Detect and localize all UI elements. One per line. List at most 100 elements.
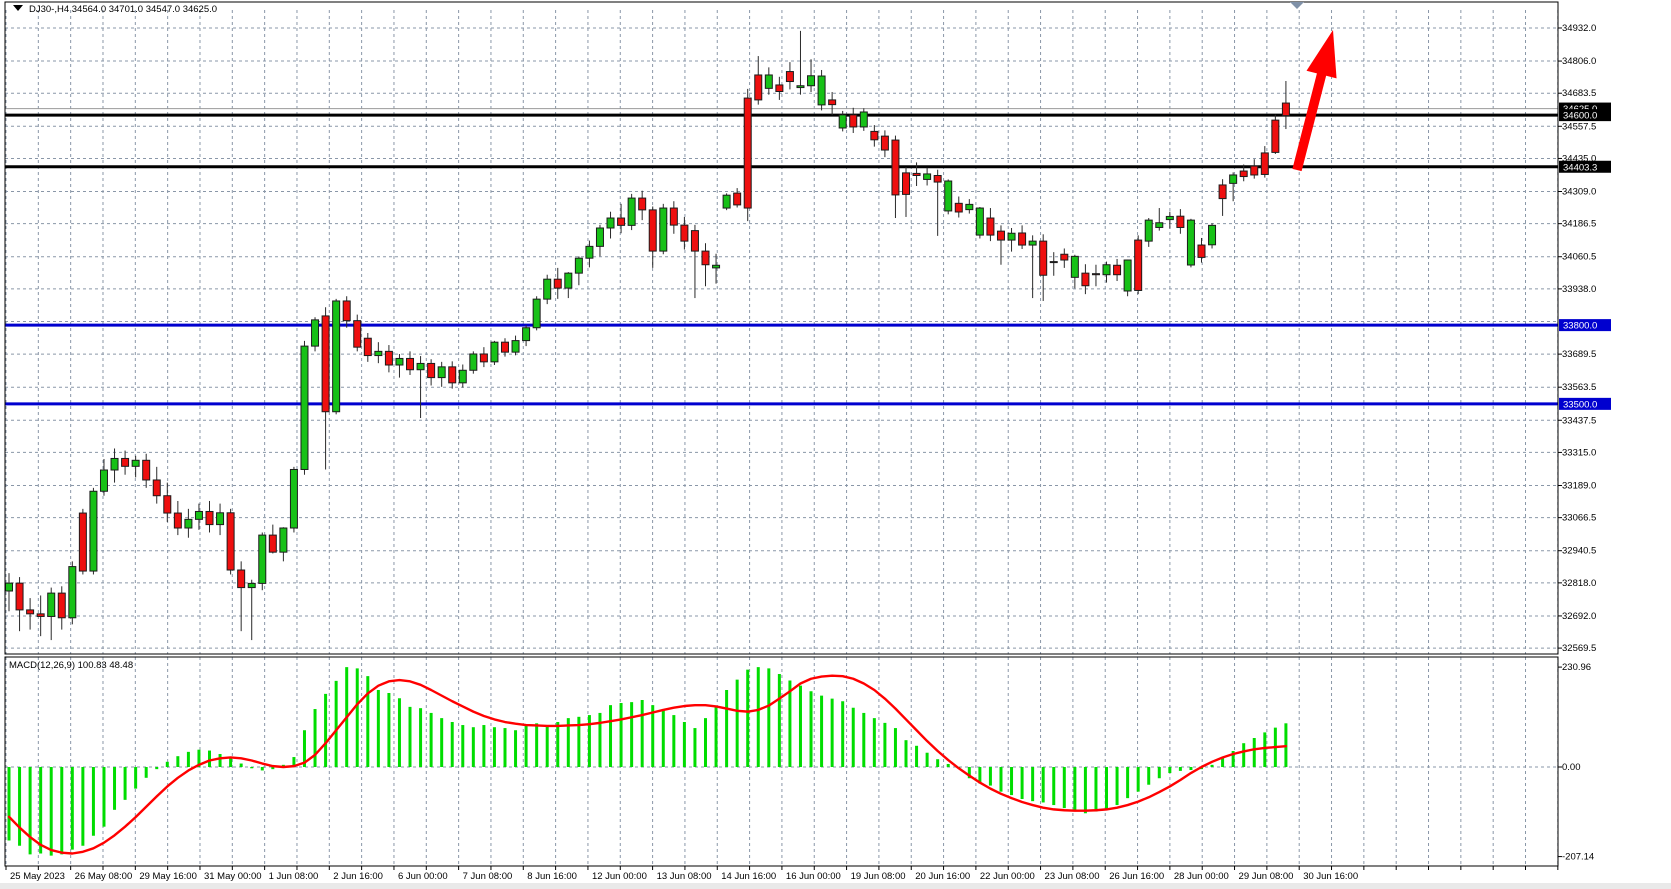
candle-bear [1134, 239, 1143, 291]
candle-bull [110, 457, 119, 471]
candle-bull [796, 85, 805, 89]
macd-tick-label: 230.96 [1562, 662, 1591, 673]
price-tick-label: 33938.0 [1562, 284, 1596, 295]
candle-bull [437, 366, 446, 379]
candle-bear [849, 114, 858, 128]
price-tick-label: 34309.0 [1562, 187, 1596, 198]
price-line-box [1559, 109, 1611, 122]
candle-bull [258, 534, 267, 584]
candle-bull [522, 327, 531, 342]
price-line-box [1559, 160, 1611, 173]
candle-bull [89, 490, 98, 572]
arrow-head [1306, 30, 1337, 79]
candle-bear [933, 174, 942, 183]
candle-bull [416, 362, 425, 371]
candle-bear [384, 350, 393, 366]
candle-bull [374, 350, 383, 357]
candle-bull [1007, 232, 1016, 241]
price-tick-label: 33066.5 [1562, 513, 1596, 524]
price-line-label: 34403.3 [1563, 162, 1597, 173]
candle-bear [321, 315, 330, 413]
candle-bear [1239, 170, 1248, 178]
indicator-collapse-icon[interactable] [13, 5, 23, 11]
candle-bull [1070, 255, 1079, 278]
candle-bull [712, 264, 721, 269]
price-tick-label: 32940.5 [1562, 546, 1596, 557]
candle-bull [1229, 174, 1238, 184]
candle-bull [722, 194, 731, 209]
candle-bear [363, 337, 372, 357]
time-label: 29 May 16:00 [139, 871, 197, 882]
candle-bear [912, 172, 921, 176]
candle-bull [247, 582, 256, 589]
candle-bear [268, 534, 277, 553]
window-bottom-strip [0, 883, 1671, 889]
candle-bear [669, 207, 678, 226]
candle-bear [1197, 244, 1206, 258]
candle-bear [648, 209, 657, 252]
candle-bull [1208, 224, 1217, 246]
candle-bear [15, 582, 24, 611]
candle-bear [1091, 273, 1100, 276]
time-label: 13 Jun 08:00 [657, 871, 712, 882]
candle-bear [690, 230, 699, 252]
candle-bear [1260, 152, 1269, 175]
candle-bear [1250, 165, 1259, 176]
price-tick-label: 33689.5 [1562, 349, 1596, 360]
candle-bear [754, 74, 763, 101]
candle-bear [163, 495, 172, 514]
price-tick-label: 32569.5 [1562, 643, 1596, 654]
candle-bull [1028, 240, 1037, 246]
candle-bull [764, 74, 773, 89]
price-line-label: 33500.0 [1563, 399, 1597, 410]
candle-bull [606, 217, 615, 229]
candle-bull [564, 272, 573, 289]
price-line-label: 34600.0 [1563, 111, 1597, 122]
candle-bull [1165, 215, 1174, 221]
candle-bear [954, 202, 963, 213]
candle-bull [279, 527, 288, 553]
macd-signal-line [7, 674, 1288, 855]
macd-tick-label: 0.00 [1562, 762, 1581, 773]
candle-bear [448, 366, 457, 384]
candle-bull [532, 298, 541, 329]
candle-bear [152, 479, 161, 497]
candle-bull [289, 468, 298, 529]
time-label: 2 Jun 16:00 [333, 871, 383, 882]
candle-bear [173, 512, 182, 529]
candle-bear [1218, 184, 1227, 200]
candle-bear [353, 320, 362, 348]
price-tick-label: 34186.5 [1562, 219, 1596, 230]
candle-bull [944, 180, 953, 212]
candle-bear [406, 357, 415, 371]
candle-bull [585, 245, 594, 259]
arrow-annotation[interactable] [1292, 30, 1337, 172]
time-label: 7 Jun 08:00 [463, 871, 513, 882]
price-tick-label: 32692.0 [1562, 611, 1596, 622]
candle-bull [627, 197, 636, 226]
candle-bull [131, 459, 140, 467]
time-label: 28 Jun 00:00 [1174, 871, 1229, 882]
candle-bull [5, 582, 13, 592]
candle-bull [807, 75, 816, 87]
candle-bear [1113, 264, 1122, 276]
candle-bear [553, 278, 562, 289]
candle-bear [828, 99, 837, 106]
candle-bear [996, 230, 1005, 241]
candle-bear [237, 569, 246, 589]
candle-bull [458, 369, 467, 384]
candle-bear [1081, 272, 1090, 287]
candle-bear [870, 130, 879, 141]
time-label: 20 Jun 16:00 [915, 871, 970, 882]
candle-bear [57, 592, 66, 619]
time-label: 19 Jun 08:00 [851, 871, 906, 882]
price-line-box [1559, 319, 1611, 332]
time-label: 31 May 00:00 [204, 871, 262, 882]
candle-bear [1271, 119, 1280, 153]
chart-shift-marker-icon [1290, 2, 1304, 9]
main-panel-border [4, 1, 1559, 655]
candle-bull [184, 518, 193, 529]
time-label: 30 Jun 16:00 [1303, 871, 1358, 882]
